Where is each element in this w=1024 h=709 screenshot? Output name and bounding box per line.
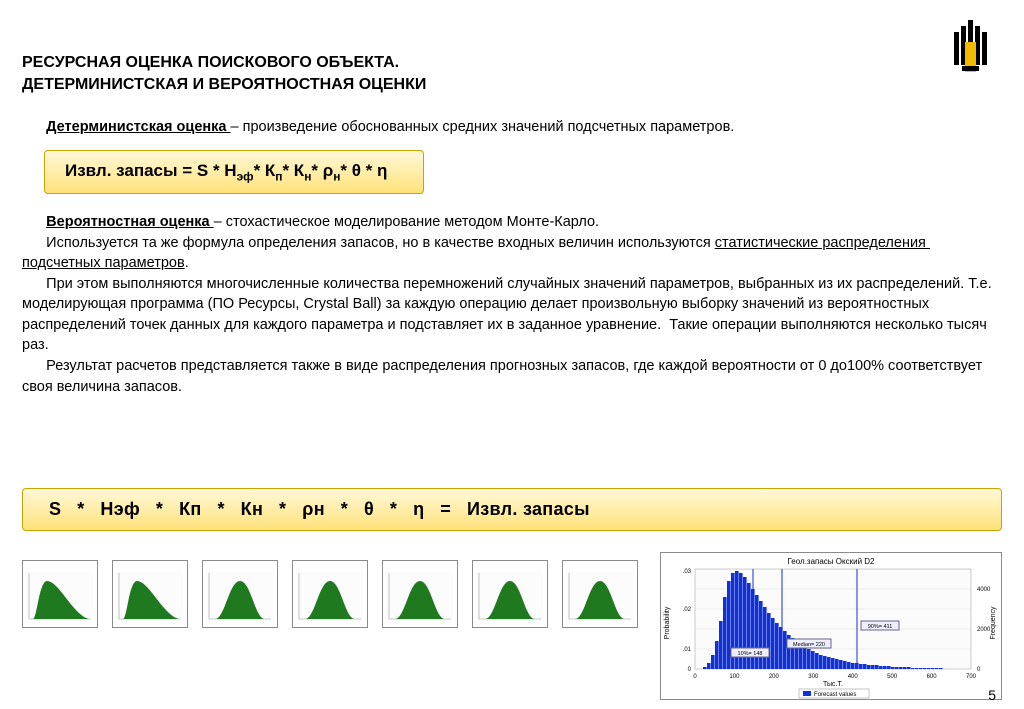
formula-1-text: Извл. запасы = S * Нэф* Кп* Кн* ρн* θ * … [65,161,387,180]
svg-text:700: 700 [966,674,977,680]
svg-text:.03: .03 [683,569,692,575]
svg-text:Forecast values: Forecast values [814,692,856,698]
svg-text:500: 500 [887,674,898,680]
svg-text:4000: 4000 [977,587,991,593]
svg-text:200: 200 [769,674,780,680]
formula-box-1: Извл. запасы = S * Нэф* Кп* Кн* ρн* θ * … [44,150,424,194]
svg-text:100: 100 [729,674,740,680]
title-line-1: РЕСУРСНАЯ ОЦЕНКА ПОИСКОВОГО ОБЪЕКТА. [22,54,399,71]
svg-text:90%= 411: 90%= 411 [868,624,893,630]
distribution-thumbnails [22,560,638,628]
svg-text:Probability: Probability [664,606,671,639]
svg-text:.01: .01 [683,647,692,653]
rosneft-logo [952,20,1002,75]
svg-text:Тыс.Т.: Тыс.Т. [823,681,843,688]
svg-text:300: 300 [808,674,819,680]
svg-text:400: 400 [848,674,859,680]
title-line-2: ДЕТЕРМИНИСТСКАЯ И ВЕРОЯТНОСТНАЯ ОЦЕНКИ [22,76,426,93]
distribution-thumb [562,560,638,628]
svg-text:600: 600 [927,674,938,680]
svg-text:10%= 148: 10%= 148 [738,651,763,657]
formula-bar-2: S * Нэф * Кп * Кн * ρн * θ * η = Извл. з… [22,488,1002,531]
svg-text:Median= 220: Median= 220 [793,642,825,648]
chart-title: Геол.запасы Окский D2 [788,557,876,566]
svg-text:Frequency: Frequency [990,606,997,640]
distribution-thumb [382,560,458,628]
distribution-thumb [472,560,548,628]
page-number: 5 [988,687,996,703]
det-label: Детерминистская оценка [46,119,230,135]
svg-text:2000: 2000 [977,627,991,633]
slide-title: РЕСУРСНАЯ ОЦЕНКА ПОИСКОВОГО ОБЪЕКТА. ДЕТ… [22,52,426,95]
probabilistic-text: Вероятностная оценка – стохастическое мо… [22,212,1002,397]
forecast-histogram-chart: Геол.запасы Окский D2 Probability Freque… [660,552,1002,700]
formula-2-text: S * Нэф * Кп * Кн * ρн * θ * η = Извл. з… [49,499,590,519]
distribution-thumb [22,560,98,628]
distribution-thumb [202,560,278,628]
deterministic-text: Детерминистская оценка – произведение об… [22,118,1002,138]
distribution-thumb [292,560,368,628]
distribution-thumb [112,560,188,628]
det-desc: – произведение обоснованных средних знач… [231,119,735,135]
svg-text:.02: .02 [683,607,692,613]
